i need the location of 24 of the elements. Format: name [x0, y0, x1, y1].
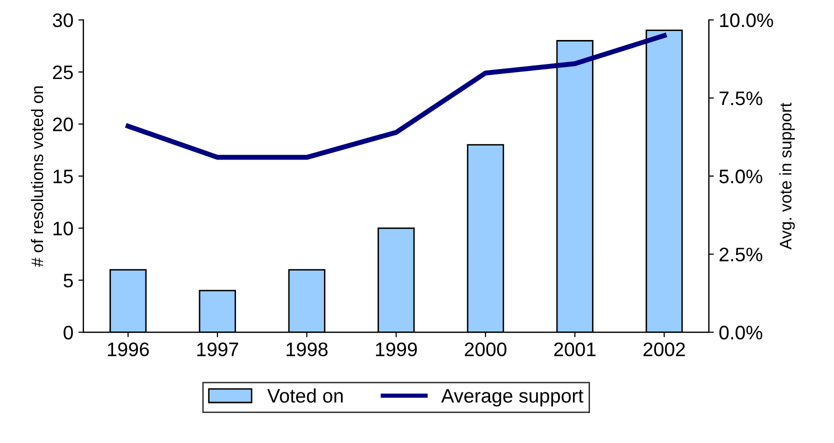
y-tick-label: 10 — [54, 222, 73, 236]
x-tick-label: 1996 — [108, 342, 149, 356]
x-tick-label: 1998 — [286, 342, 328, 356]
x-tick-label: 1999 — [376, 342, 417, 356]
y2-tick-label: 10.0% — [720, 13, 774, 28]
y-tick-label: 20 — [53, 118, 73, 132]
legend-label: Average support — [441, 389, 584, 407]
y-axis-title: # of resolutions voted on — [30, 86, 44, 267]
x-tick-label: 2000 — [464, 342, 506, 356]
y-tick-label: 30 — [52, 13, 73, 28]
y2-tick-label: 2.5% — [720, 248, 762, 262]
y-tick-label: 0 — [64, 326, 73, 340]
y-tick-label: 15 — [54, 170, 73, 184]
y2-tick-label: 5.0% — [719, 170, 762, 184]
y2-tick-label: 7.5% — [720, 92, 762, 106]
x-tick-label: 2002 — [644, 342, 685, 356]
x-tick-label: 1997 — [197, 342, 238, 356]
y2-axis-title: Avg. vote in support — [779, 102, 795, 250]
line-series — [126, 33, 667, 160]
y2-tick-label: 0.0% — [719, 326, 762, 340]
y-tick-label: 5 — [64, 274, 73, 288]
legend-label: Voted on — [267, 388, 343, 403]
x-tick-label: 2001 — [554, 342, 596, 356]
y-tick-label: 25 — [53, 65, 73, 80]
